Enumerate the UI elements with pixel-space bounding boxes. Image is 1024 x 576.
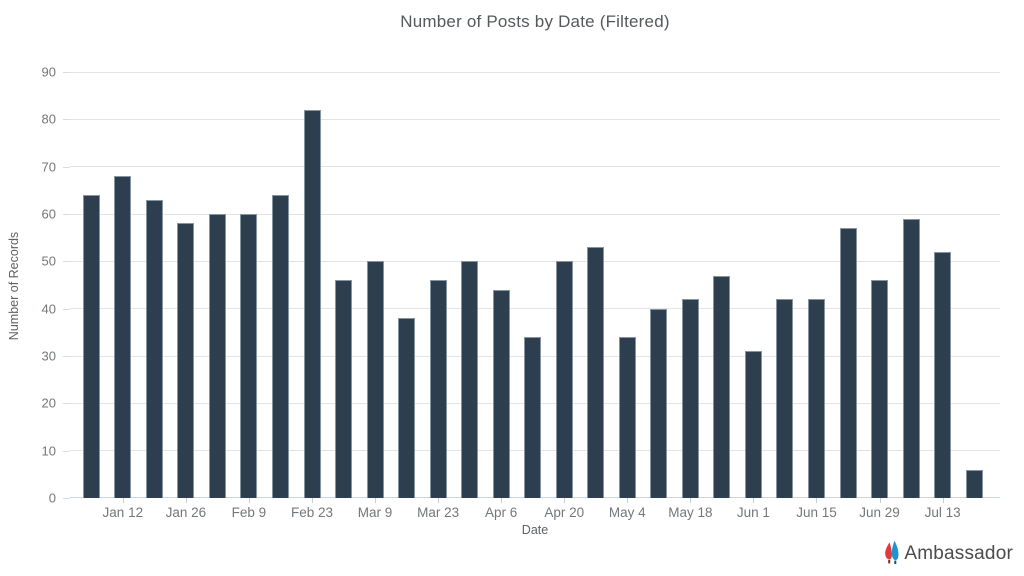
x-tick-label: Mar 23 (417, 505, 460, 520)
y-tick-mark (63, 308, 70, 310)
bar-may-4[interactable] (618, 337, 636, 498)
x-tick-label: Jun 29 (859, 505, 900, 520)
x-tick-mark (753, 498, 755, 503)
bar-jul-20[interactable] (965, 469, 983, 498)
bar-mar-16[interactable] (398, 318, 416, 498)
y-tick-mark (63, 450, 70, 452)
x-axis: Jan 12 Jan 26 Feb 9 Feb 23 Mar 9 Mar 23 Apr 6 A… (70, 498, 1000, 538)
bar-jun-15[interactable] (807, 299, 825, 498)
y-tick-label: 30 (41, 348, 56, 364)
y-tick-label: 20 (41, 395, 56, 411)
y-grid-line (70, 260, 1000, 262)
bar-may-25[interactable] (713, 275, 731, 498)
x-tick-label: Jan 26 (165, 505, 207, 520)
y-tick-mark (63, 356, 70, 357)
x-tick-label: Jun 1 (736, 505, 770, 520)
bar-jan-26[interactable] (177, 223, 195, 498)
y-tick-label: 0 (48, 490, 56, 506)
logo-text: Ambassador (904, 542, 1013, 564)
x-tick-mark (501, 498, 503, 503)
y-tick-mark (63, 498, 70, 499)
x-tick-mark (942, 498, 944, 503)
x-tick-label: May 4 (608, 505, 646, 520)
y-axis: 0 10 20 30 40 50 60 70 80 90 (0, 65, 70, 506)
y-tick-label: 50 (41, 253, 56, 269)
chart-title: Number of Posts by Date (Filtered) (400, 12, 670, 31)
x-tick-label: Feb 23 (290, 505, 334, 520)
bar-may-11[interactable] (650, 308, 668, 498)
x-tick-mark (627, 498, 629, 503)
x-tick-mark (375, 498, 377, 503)
x-tick-mark (122, 498, 124, 503)
y-tick-mark (63, 166, 70, 168)
y-axis-title: Number of Records (7, 231, 21, 341)
bar-feb-23[interactable] (303, 109, 321, 498)
ambassador-flame-icon (883, 540, 901, 567)
bar-jan-19[interactable] (145, 199, 163, 498)
y-grid-line (70, 213, 1000, 215)
y-grid-line (70, 308, 1000, 310)
bar-apr-13[interactable] (524, 337, 542, 498)
x-tick-mark (312, 498, 313, 503)
y-grid-line (70, 71, 1000, 73)
y-grid-line (70, 118, 1000, 120)
bar-jan-5[interactable] (82, 195, 100, 498)
x-axis-title: Date (521, 523, 549, 537)
x-tick-mark (879, 498, 881, 503)
x-tick-mark (564, 498, 566, 503)
bar-feb-2[interactable] (208, 214, 226, 498)
x-tick-label: Jun 15 (796, 505, 837, 520)
bar-feb-9[interactable] (240, 214, 258, 498)
bar-mar-30[interactable] (461, 261, 479, 498)
x-tick-mark (690, 498, 692, 503)
bar-jul-13[interactable] (934, 251, 952, 498)
y-tick-label: 60 (41, 206, 56, 222)
bar-mar-23[interactable] (429, 280, 447, 498)
x-tick-label: May 18 (668, 505, 713, 520)
y-tick-label: 90 (41, 64, 56, 80)
x-tick-label: Mar 9 (357, 505, 393, 520)
x-tick-mark (248, 498, 250, 503)
x-tick-label: Apr 6 (485, 505, 518, 520)
y-tick-mark (63, 261, 70, 263)
y-tick-mark (63, 119, 70, 121)
x-tick-mark (816, 498, 818, 503)
y-grid-line (70, 166, 1000, 168)
bar-apr-6[interactable] (492, 289, 510, 498)
y-tick-mark (63, 72, 70, 73)
bar-jun-22[interactable] (839, 228, 857, 498)
bar-feb-16[interactable] (271, 195, 289, 498)
bar-may-18[interactable] (681, 299, 699, 498)
ambassador-logo[interactable]: Ambassador (883, 540, 1013, 567)
x-tick-label: Apr 20 (544, 505, 585, 520)
y-tick-label: 10 (41, 443, 56, 459)
y-tick-label: 80 (41, 111, 56, 127)
bar-jul-6[interactable] (902, 218, 920, 498)
bar-apr-20[interactable] (555, 261, 573, 498)
plot-area (70, 71, 1000, 498)
y-tick-mark (63, 214, 70, 215)
x-tick-mark (185, 498, 187, 503)
bar-jun-8[interactable] (776, 299, 794, 498)
bar-jun-1[interactable] (744, 351, 762, 498)
y-tick-label: 40 (41, 301, 56, 317)
y-tick-mark (63, 403, 70, 405)
bar-mar-9[interactable] (366, 261, 384, 498)
x-tick-label: Feb 9 (231, 505, 267, 520)
x-tick-label: Jan 12 (102, 505, 144, 520)
bar-apr-27[interactable] (587, 247, 605, 498)
x-tick-label: Jul 13 (924, 505, 961, 520)
x-tick-mark (438, 498, 440, 503)
bar-jan-12[interactable] (114, 176, 132, 498)
bar-mar-2[interactable] (335, 280, 353, 498)
bar-jun-29[interactable] (871, 280, 889, 498)
y-tick-label: 70 (41, 159, 56, 175)
